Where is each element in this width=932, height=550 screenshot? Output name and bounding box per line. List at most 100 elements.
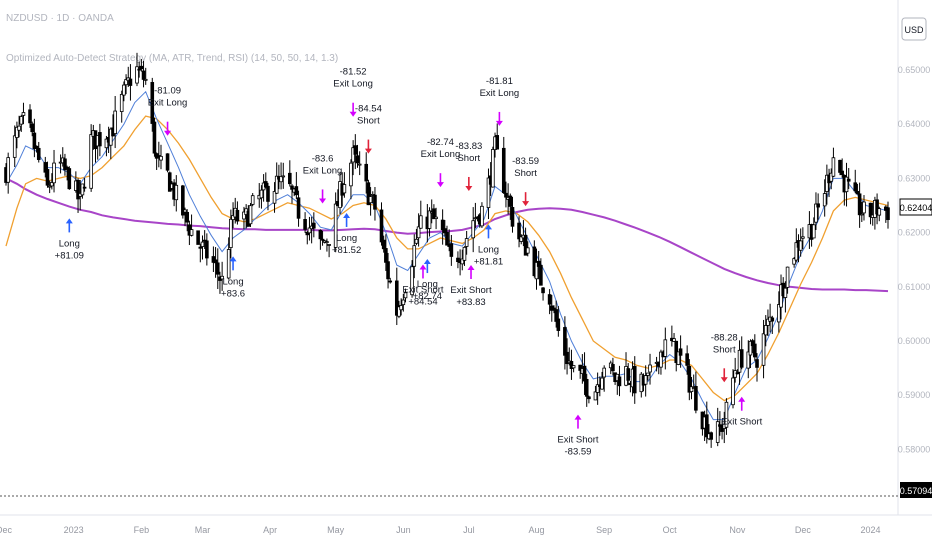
candle-up [220, 275, 224, 280]
candle-down [504, 192, 508, 198]
candle-up [811, 224, 816, 239]
marker-label: -82.74 [427, 137, 454, 148]
candle-up [798, 240, 803, 251]
trade-marker-long: Long+81.09 [55, 218, 84, 261]
candle-down [388, 280, 393, 283]
candle-down [198, 246, 203, 249]
candle-up [21, 112, 26, 116]
time-tick-label: Mar [195, 525, 211, 535]
price-tick-label: 0.62000 [898, 228, 931, 238]
candle-up [231, 215, 235, 220]
candle-down [449, 243, 454, 257]
candle-up [242, 211, 246, 220]
candle-up [663, 339, 668, 357]
candle-up [281, 175, 286, 178]
candle-down [532, 246, 537, 277]
currency-box[interactable] [901, 17, 927, 41]
candle-down [67, 168, 72, 190]
candle-up [307, 227, 312, 234]
marker-arrow-head [65, 218, 73, 224]
candle-down [735, 372, 740, 375]
candle-up [462, 246, 467, 261]
marker-label: Short [457, 153, 480, 164]
candle-down [508, 195, 513, 207]
candle-up [877, 208, 882, 216]
marker-label: Exit Long [421, 149, 461, 160]
candle-up [822, 193, 827, 207]
marker-label: +83.83 [456, 297, 485, 308]
candle-down [554, 309, 558, 322]
candle-up [600, 377, 604, 390]
time-tick-label: Oct [663, 525, 678, 535]
marker-label: -81.52 [340, 67, 367, 78]
candle-up [724, 401, 729, 428]
candle-down [205, 240, 209, 259]
candle-down [320, 238, 325, 241]
candle-down [432, 208, 436, 220]
candle-down [584, 378, 589, 397]
candle-down [755, 359, 759, 368]
candle-down [704, 414, 709, 438]
candle-up [124, 79, 128, 86]
marker-arrow-head [423, 259, 431, 265]
trade-marker-long: Long+82.74 [413, 259, 442, 302]
candle-down [355, 155, 360, 164]
candle-down [167, 172, 172, 192]
candle-up [525, 247, 530, 254]
candle-down [213, 259, 218, 264]
candle-down [76, 179, 80, 200]
candle-down [536, 260, 541, 267]
candle-down [266, 185, 270, 202]
candle-down [185, 211, 190, 223]
candle-up [801, 236, 805, 239]
candle-down [840, 170, 844, 176]
candle-up [135, 66, 139, 84]
trade-marker-long: Long+83.6 [221, 256, 245, 299]
marker-arrow-head [465, 185, 473, 191]
candle-down [43, 162, 48, 173]
candle-up [643, 375, 648, 385]
marker-arrow-head [229, 256, 237, 262]
candle-up [397, 306, 401, 317]
marker-label: Exit Short [402, 284, 444, 295]
candle-down [235, 209, 240, 222]
marker-label: Short [514, 168, 537, 179]
candle-up [746, 351, 751, 369]
candle-down [770, 317, 775, 322]
candle-up [15, 126, 19, 138]
candle-up [862, 201, 866, 214]
candles [4, 52, 890, 448]
candle-down [30, 123, 34, 133]
marker-label: Long [222, 276, 243, 287]
candle-down [63, 158, 67, 171]
candle-up [777, 304, 781, 323]
candle-down [364, 163, 369, 182]
candle-down [152, 121, 157, 154]
marker-label: Long [417, 279, 438, 290]
candle-up [831, 157, 836, 177]
candle-down [181, 185, 185, 216]
candle-up [829, 172, 834, 182]
candle-down [294, 186, 299, 196]
candle-up [491, 149, 495, 188]
trade-marker-long: Long+81.52 [332, 212, 361, 256]
candle-down [709, 432, 713, 440]
candle-down [303, 219, 307, 230]
marker-arrow-head [349, 111, 357, 117]
candle-up [414, 238, 419, 244]
candle-down [379, 209, 384, 243]
marker-label: -81.09 [154, 86, 181, 97]
candle-up [471, 220, 475, 239]
candle-down [440, 219, 445, 231]
candle-up [248, 205, 253, 225]
candle-up [825, 174, 829, 192]
candle-down [139, 65, 144, 70]
marker-label: +83.6 [221, 288, 245, 299]
candle-up [272, 191, 277, 204]
candle-up [410, 266, 414, 296]
candle-down [381, 239, 386, 250]
